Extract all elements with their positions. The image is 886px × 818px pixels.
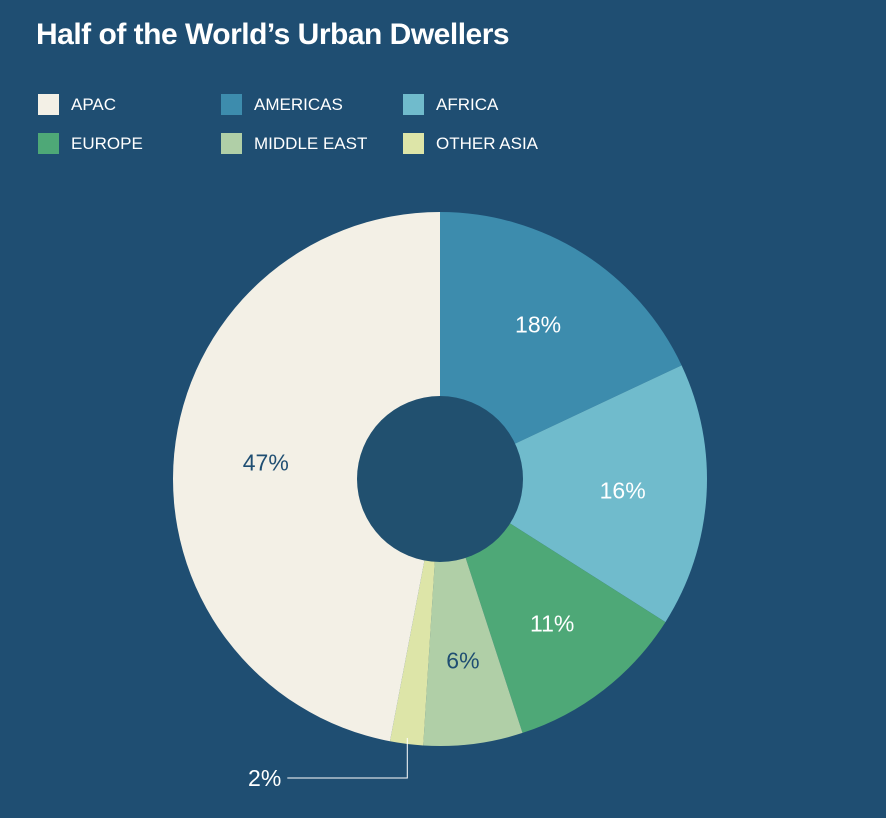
legend-label: EUROPE [71,133,143,153]
donut-hole [357,396,523,562]
slice-apac [173,212,441,742]
data-label-americas: 18% [515,311,561,337]
data-label-middle-east: 6% [446,648,479,674]
legend-item-middle-east: MIDDLE EAST [221,133,367,154]
legend-label: AFRICA [436,94,499,114]
data-label-other-asia: 2% [248,765,281,791]
legend-item-apac: APAC [38,94,116,115]
legend-label: MIDDLE EAST [254,133,368,153]
legend-swatch [38,94,59,115]
chart-title: Half of the World’s Urban Dwellers [36,18,510,51]
legend-swatch [403,94,424,115]
legend-label: APAC [71,94,117,114]
callout-line-other-asia [287,737,408,779]
legend-swatch [221,94,242,115]
slice-europe [440,479,666,733]
legend-item-africa: AFRICA [403,94,498,115]
legend-label: AMERICAS [254,94,343,114]
legend-swatch [403,133,424,154]
legend-swatch [38,133,59,154]
legend-item-other-asia: OTHER ASIA [403,133,538,154]
data-label-apac: 47% [243,450,289,476]
data-label-africa: 16% [600,477,646,503]
legend-item-americas: AMERICAS [221,94,343,115]
slice-africa [440,365,707,623]
data-label-europe: 11% [530,611,574,637]
slice-americas [440,212,682,479]
legend-label: OTHER ASIA [436,133,539,153]
legend-swatch [221,133,242,154]
legend-item-europe: EUROPE [38,133,143,154]
